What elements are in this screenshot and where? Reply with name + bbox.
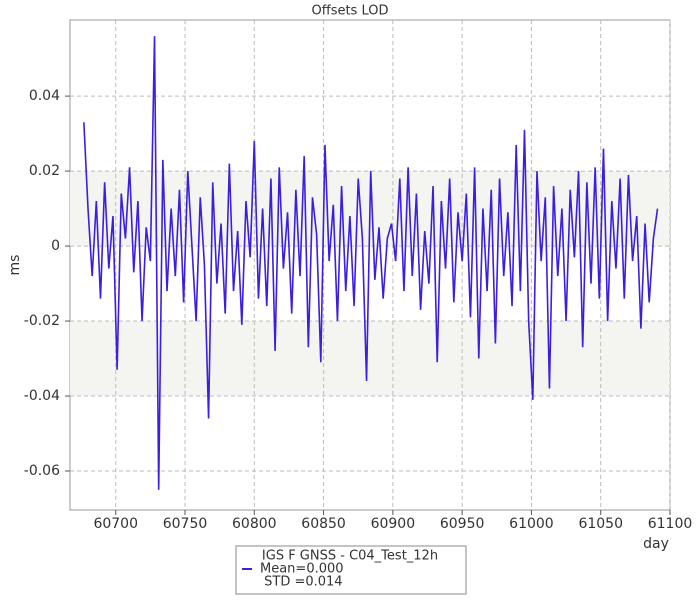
x-axis-label: day xyxy=(643,536,669,552)
band xyxy=(70,321,670,397)
legend-box xyxy=(235,545,467,595)
x-tick-label: 60900 xyxy=(371,516,416,532)
legend-label: IGS F GNSS - C04_Test_12h xyxy=(262,549,438,564)
x-tick-label: 60700 xyxy=(93,516,138,532)
y-tick-label: -0.04 xyxy=(24,388,60,404)
legend-note: STD =0.014 xyxy=(260,575,343,590)
legend-note: Mean=0.000 xyxy=(260,562,344,577)
y-tick-label: -0.02 xyxy=(24,313,60,329)
x-tick-label: 60750 xyxy=(163,516,208,532)
x-tick-label: 60850 xyxy=(301,516,346,532)
y-axis-label: ms xyxy=(7,255,23,276)
data-line xyxy=(83,36,659,490)
x-tick-label: 61050 xyxy=(578,516,623,532)
y-tick-label: -0.06 xyxy=(24,463,60,479)
x-tick-label: 61000 xyxy=(509,516,554,532)
x-tick-label: 60950 xyxy=(440,516,485,532)
x-tick-label: 60800 xyxy=(232,516,277,532)
legend: IGS F GNSS - C04_Test_12h Mean=0.000 STD… xyxy=(235,545,467,595)
y-tick-label: 0 xyxy=(51,238,60,254)
y-tick-label: 0.04 xyxy=(29,88,60,104)
chart-title: Offsets LOD xyxy=(312,4,389,19)
plot-area xyxy=(69,19,671,511)
y-tick-label: 0.02 xyxy=(29,163,60,179)
x-tick-label: 61100 xyxy=(648,516,693,532)
